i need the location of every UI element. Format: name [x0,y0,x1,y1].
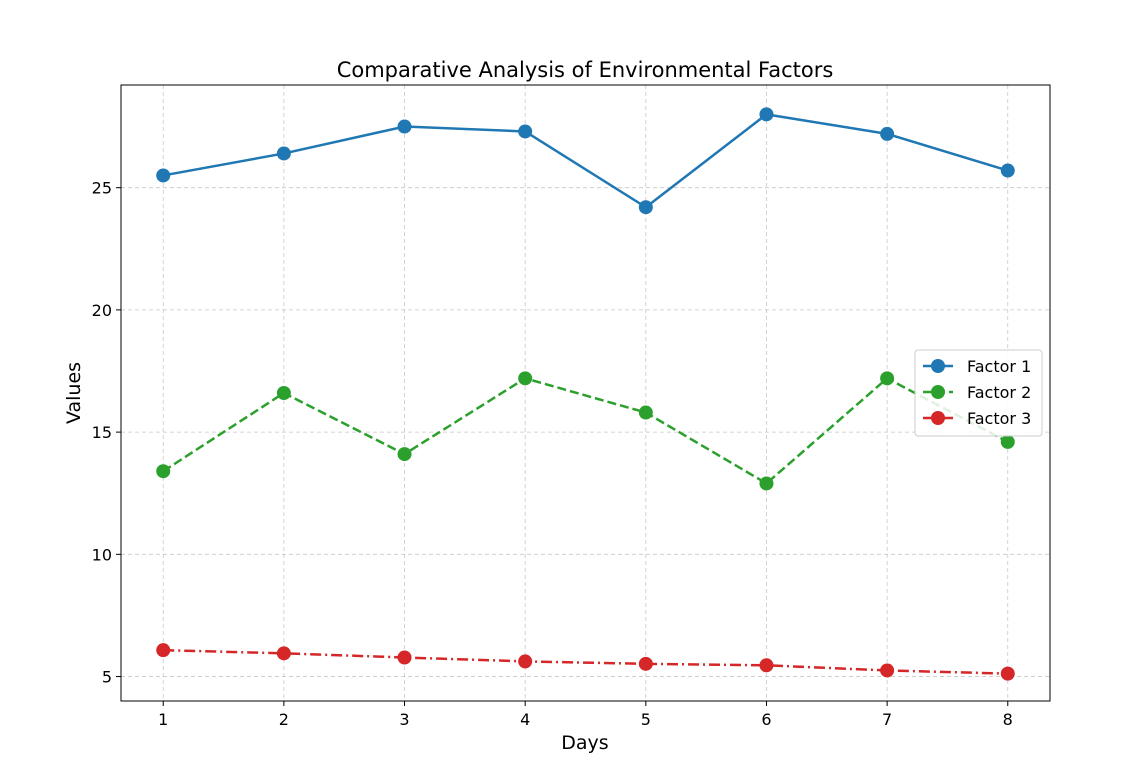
x-tick-label: 2 [279,710,289,729]
series-2 [156,371,1015,491]
chart-title: Comparative Analysis of Environmental Fa… [337,58,834,82]
y-tick-label: 5 [102,668,112,687]
data-series [156,107,1015,681]
series-line [163,648,1008,675]
legend-marker [931,385,945,399]
data-point [1000,434,1015,449]
data-point [156,464,171,479]
x-tick-label: 3 [399,710,409,729]
plot-area-frame [120,84,1051,702]
data-point [397,650,412,665]
legend: Factor 1 Factor 2 Factor 3 [914,349,1043,437]
legend-box [914,349,1043,437]
legend-item: Factor 2 [923,383,1031,402]
y-tick-label: 25 [92,179,112,198]
axis-ticks: 1 2 3 4 5 6 7 8 5 10 15 20 25 [92,179,1013,729]
data-point [397,447,412,462]
data-point [156,168,171,183]
data-point [518,371,533,386]
x-axis-label: Days [561,732,608,754]
series-1 [156,107,1015,215]
legend-label: Factor 3 [967,409,1031,428]
x-tick-label: 1 [158,710,168,729]
x-tick-label: 4 [520,710,530,729]
data-point [638,200,653,215]
x-tick-label: 7 [882,710,892,729]
x-tick-label: 6 [761,710,771,729]
y-tick-label: 20 [92,301,112,320]
data-point [759,107,774,122]
data-point [1000,163,1015,178]
data-point [518,654,533,669]
data-point [759,476,774,491]
x-tick-label: 8 [1003,710,1013,729]
data-point [638,656,653,671]
data-point [518,124,533,139]
legend-item: Factor 3 [923,409,1031,428]
legend-marker [931,359,945,373]
series-3 [156,643,1015,681]
data-point [276,146,291,161]
grid-lines [121,85,1050,701]
y-axis-label: Values [63,362,85,424]
data-point [397,119,412,134]
data-point [1000,666,1015,681]
data-point [880,126,895,141]
legend-label: Factor 1 [967,357,1031,376]
data-point [759,658,774,673]
data-point [880,371,895,386]
y-tick-label: 15 [92,423,112,442]
legend-label: Factor 2 [967,383,1031,402]
data-point [880,663,895,678]
data-point [276,646,291,661]
series-line [163,113,1009,209]
legend-marker [931,411,945,425]
data-point [156,643,171,658]
series-line [162,377,1009,485]
data-point [276,386,291,400]
legend-item: Factor 1 [923,357,1031,376]
y-tick-label: 10 [92,545,112,564]
data-point [638,405,653,420]
x-tick-label: 5 [641,710,651,729]
